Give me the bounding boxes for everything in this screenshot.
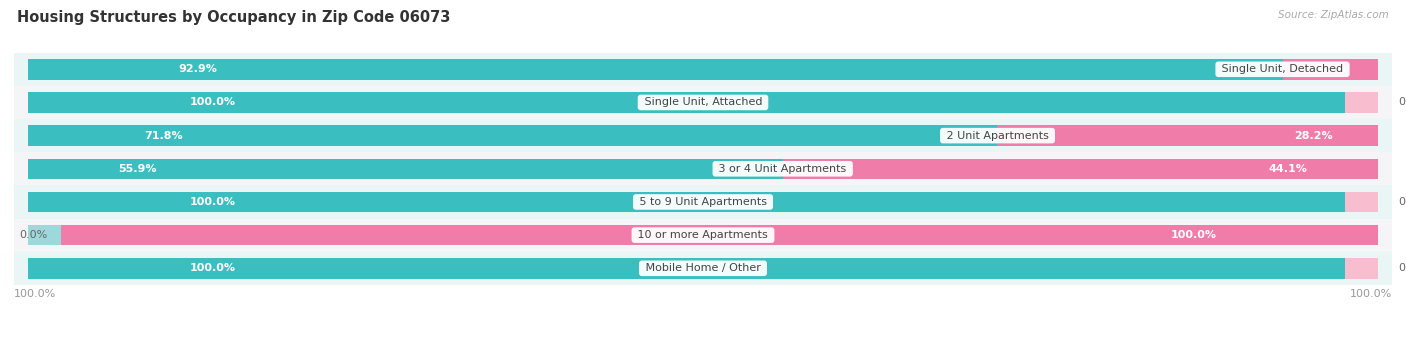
Text: 92.9%: 92.9% [179,64,217,74]
Text: 5 to 9 Unit Apartments: 5 to 9 Unit Apartments [636,197,770,207]
Bar [28,125,997,146]
Text: Single Unit, Detached: Single Unit, Detached [1218,64,1347,74]
Text: 0.0%: 0.0% [1399,197,1406,207]
Bar [1282,59,1378,79]
Text: 55.9%: 55.9% [118,164,156,174]
Text: 2 Unit Apartments: 2 Unit Apartments [943,131,1052,140]
Bar [14,53,1392,86]
Bar [28,92,1378,113]
Text: 100.0%: 100.0% [14,289,56,299]
Bar [14,252,1392,285]
Text: Housing Structures by Occupancy in Zip Code 06073: Housing Structures by Occupancy in Zip C… [17,10,450,25]
Bar [28,59,1282,79]
Bar [14,219,1392,252]
Text: 100.0%: 100.0% [190,98,236,107]
Text: 100.0%: 100.0% [1350,289,1392,299]
Bar [28,258,1378,279]
Text: 0.0%: 0.0% [1399,98,1406,107]
Text: Source: ZipAtlas.com: Source: ZipAtlas.com [1278,10,1389,20]
Bar [14,86,1392,119]
Bar [28,92,1378,113]
Bar [997,125,1378,146]
Bar [28,125,1378,146]
Bar [28,159,1378,179]
Bar [28,192,1378,212]
Bar [1344,258,1378,279]
Text: 10 or more Apartments: 10 or more Apartments [634,230,772,240]
Bar [28,258,1378,279]
Text: 3 or 4 Unit Apartments: 3 or 4 Unit Apartments [716,164,851,174]
Text: 28.2%: 28.2% [1294,131,1333,140]
Text: Mobile Home / Other: Mobile Home / Other [641,263,765,273]
Text: 100.0%: 100.0% [190,197,236,207]
Bar [783,159,1378,179]
Bar [14,152,1392,186]
Bar [1344,92,1378,113]
Bar [14,119,1392,152]
Text: Single Unit, Attached: Single Unit, Attached [641,98,765,107]
Text: 0.0%: 0.0% [1399,263,1406,273]
Bar [1344,192,1378,212]
Text: 100.0%: 100.0% [1170,230,1216,240]
Bar [28,192,1378,212]
Bar [28,225,1378,246]
Text: 0.0%: 0.0% [20,230,48,240]
Bar [28,225,62,246]
Bar [14,186,1392,219]
Bar [28,159,783,179]
Text: 71.8%: 71.8% [143,131,183,140]
Text: 7.1%: 7.1% [1315,64,1346,74]
Bar [28,59,1378,79]
Bar [28,225,1378,246]
Text: 100.0%: 100.0% [190,263,236,273]
Text: 44.1%: 44.1% [1268,164,1308,174]
